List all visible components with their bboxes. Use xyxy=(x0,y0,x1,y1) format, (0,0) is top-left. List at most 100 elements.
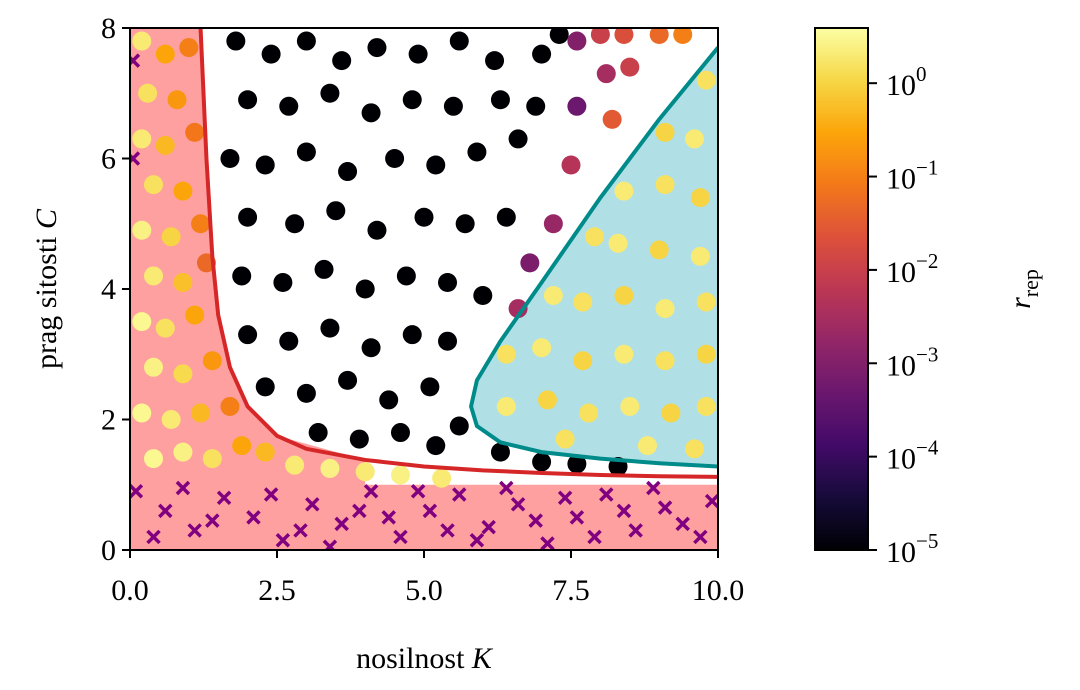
scatter-point xyxy=(173,181,193,201)
scatter-point xyxy=(144,175,164,195)
scatter-point xyxy=(696,344,716,364)
scatter-point xyxy=(361,103,381,123)
scatter-point xyxy=(255,442,275,462)
scatter-point xyxy=(308,423,328,443)
colorbar-tick-base: 10 xyxy=(886,349,916,382)
scatter-point xyxy=(132,403,152,423)
scatter-point xyxy=(273,272,293,292)
scatter-point xyxy=(549,28,569,45)
scatter-point xyxy=(573,351,593,371)
scatter-point xyxy=(655,299,675,319)
scatter-point xyxy=(496,207,516,227)
cross-point xyxy=(569,510,585,525)
x-tick-label: 0.0 xyxy=(111,574,149,607)
scatter-point xyxy=(649,240,669,260)
scatter-point xyxy=(684,439,704,459)
scatter-point xyxy=(285,455,305,475)
scatter-point xyxy=(173,272,193,292)
scatter-point xyxy=(426,155,446,175)
scatter-point xyxy=(402,90,422,110)
scatter-point xyxy=(296,383,316,403)
scatter-point xyxy=(379,390,399,410)
scatter-point xyxy=(596,64,616,84)
scatter-point xyxy=(220,396,240,416)
scatter-point xyxy=(567,454,587,474)
scatter-point xyxy=(296,142,316,162)
scatter-point xyxy=(537,390,557,410)
scatter-point xyxy=(332,51,352,71)
y-tick-label: 2 xyxy=(101,404,116,437)
scatter-point xyxy=(655,122,675,142)
colorbar-tick-base: 10 xyxy=(886,536,916,569)
scatter-point xyxy=(567,31,587,51)
scatter-point xyxy=(414,207,434,227)
scatter-point xyxy=(220,149,240,168)
scatter-point xyxy=(402,325,422,345)
scatter-point xyxy=(261,44,281,64)
scatter-point xyxy=(385,149,405,168)
scatter-point xyxy=(520,253,540,273)
colorbar-tick-exp: −1 xyxy=(916,156,938,180)
colorbar-label-sub: rep xyxy=(1018,269,1043,297)
scatter-point xyxy=(449,416,469,436)
scatter-point xyxy=(620,396,640,416)
scatter-point xyxy=(173,364,193,384)
cross-point xyxy=(130,484,144,499)
scatter-point xyxy=(661,403,681,423)
cross-point xyxy=(352,503,367,519)
cross-point xyxy=(499,480,514,496)
cross-point xyxy=(246,510,261,525)
scatter-point xyxy=(614,181,634,201)
scatter-point xyxy=(690,188,710,208)
scatter-point xyxy=(614,28,634,45)
scatter-point xyxy=(490,442,510,462)
scatter-point xyxy=(255,155,275,175)
y-tick-label: 8 xyxy=(101,12,116,45)
x-axis-label-var: K xyxy=(471,642,494,675)
scatter-point xyxy=(202,449,222,469)
scatter-point xyxy=(138,83,158,103)
scatter-point xyxy=(396,266,416,286)
cross-point xyxy=(422,503,438,519)
scatter-point xyxy=(590,28,610,45)
scatter-point xyxy=(132,31,152,51)
scatter-point xyxy=(438,272,458,292)
scatter-point xyxy=(614,286,634,306)
scatter-point xyxy=(438,331,458,351)
cross-point xyxy=(628,523,643,538)
scatter-point xyxy=(684,129,704,149)
scatter-point xyxy=(320,458,340,478)
scatter-point xyxy=(320,83,340,103)
colorbar-tick-exp: −3 xyxy=(916,342,938,366)
scatter-point xyxy=(338,162,358,182)
scatter-point xyxy=(532,452,552,472)
scatter-point xyxy=(637,436,657,456)
boundary-curve xyxy=(468,46,718,469)
scatter-point xyxy=(296,31,316,51)
scatter-point xyxy=(490,90,510,110)
scatter-point xyxy=(238,207,258,227)
colorbar-label-var: r xyxy=(1004,297,1037,309)
cross-point xyxy=(452,487,467,502)
scatter-point xyxy=(532,338,552,358)
scatter-point xyxy=(579,403,599,423)
scatter-point xyxy=(485,51,505,71)
scatter-point xyxy=(144,266,164,286)
scatter-point xyxy=(696,396,716,416)
scatter-point xyxy=(361,338,381,358)
scatter-point xyxy=(696,70,716,90)
scatter-point xyxy=(426,436,446,456)
scatter-point xyxy=(390,465,410,485)
colorbar-tick-label: 10−3 xyxy=(886,342,938,382)
cross-point xyxy=(469,532,485,548)
scatter-point xyxy=(555,429,575,449)
scatter-point xyxy=(255,377,275,397)
scatter-point xyxy=(155,44,175,64)
y-axis-label: prag sitosti C xyxy=(30,208,63,369)
cross-point xyxy=(675,516,690,532)
cross-point xyxy=(440,523,455,538)
cross-point xyxy=(146,529,161,545)
cross-point xyxy=(704,493,718,509)
colorbar-tick-exp: 0 xyxy=(916,62,927,86)
cross-point xyxy=(657,500,673,515)
